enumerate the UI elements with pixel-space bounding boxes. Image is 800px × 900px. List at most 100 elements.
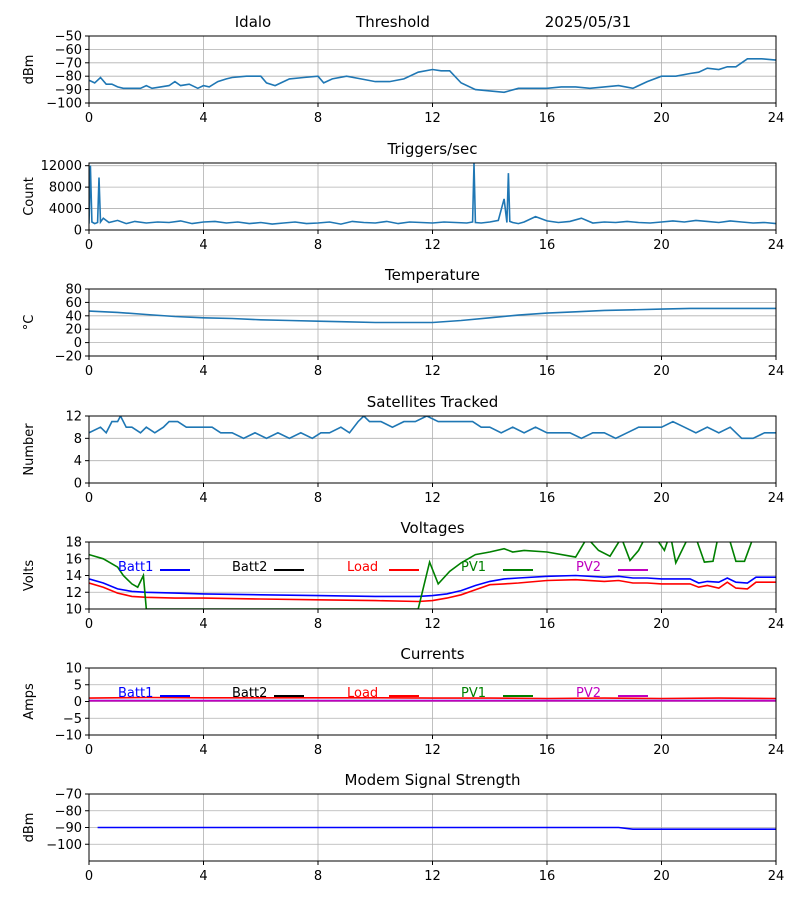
chart-title: Triggers/sec [387,140,478,158]
x-tick-label: 12 [424,491,441,506]
y-tick-label: −70 [55,56,82,71]
x-tick-label: 0 [85,743,93,758]
y-axis-label: Amps [22,683,37,720]
legend-label-pv1: PV1 [461,560,486,575]
x-tick-label: 0 [85,364,93,379]
chart-satellites: 0 4 8 12 16 20 24 0 4 8 12 Satellites Tracked Number [22,393,784,506]
y-tick-label: 5 [74,678,82,693]
y-axis-label: dBm [22,55,37,85]
x-tick-label: 16 [539,238,556,253]
x-tick-label: 20 [653,238,670,253]
y-tick-label: 8 [74,432,82,447]
legend-label-pv2: PV2 [576,686,601,701]
series-line-pv1 [89,542,753,609]
x-tick-label: 16 [539,364,556,379]
chart-title: Modem Signal Strength [345,771,521,789]
y-axis-label: Count [22,177,37,216]
legend-label-batt1: Batt1 [118,686,153,701]
x-tick-label: 0 [85,869,93,884]
y-axis-label: Volts [22,560,37,592]
y-tick-label: −50 [55,30,82,45]
x-tick-label: 20 [653,869,670,884]
y-axis-label: dBm [22,813,37,843]
legend-label-load: Load [347,686,378,701]
chart-threshold: 0 4 8 12 16 20 24 −100−90−80−70−60−50 dBm [22,30,784,127]
x-tick-label: 12 [424,869,441,884]
x-tick-label: 12 [424,238,441,253]
y-tick-label: −90 [55,821,82,836]
x-tick-label: 12 [424,743,441,758]
y-tick-label: −10 [55,729,82,744]
y-tick-label: 60 [65,296,82,311]
y-tick-label: −20 [55,350,82,365]
chart-title: Voltages [400,519,464,537]
x-tick-label: 20 [653,617,670,632]
y-tick-label: 80 [65,283,82,298]
series-line-temperature [89,307,776,324]
x-tick-label: 0 [85,491,93,506]
x-tick-label: 12 [424,364,441,379]
x-tick-label: 4 [199,491,207,506]
y-tick-label: 12 [65,410,82,425]
x-tick-label: 16 [539,743,556,758]
x-tick-label: 20 [653,743,670,758]
series-line-batt1 [89,574,776,598]
series-line-modem [97,826,776,831]
y-tick-label: 4 [74,454,82,469]
y-tick-label: 0 [74,695,82,710]
chart-title: Currents [400,645,464,663]
x-tick-label: 24 [768,238,785,253]
y-tick-label: 10 [65,662,82,677]
x-tick-label: 20 [653,111,670,126]
y-tick-label: −80 [55,804,82,819]
y-tick-label: 16 [65,552,82,567]
x-tick-label: 8 [314,491,322,506]
x-tick-label: 24 [768,364,785,379]
chart-title: Temperature [384,266,480,284]
y-tick-label: −70 [55,788,82,803]
x-tick-label: 8 [314,617,322,632]
series-line-load [89,696,776,700]
x-tick-label: 8 [314,743,322,758]
x-tick-label: 0 [85,111,93,126]
x-tick-label: 24 [768,869,785,884]
header-threshold: Threshold [355,13,430,31]
y-tick-label: −90 [55,83,82,98]
legend-label-batt2: Batt2 [232,560,267,575]
y-tick-label: 40 [65,309,82,324]
legend-label-pv2: PV2 [576,560,601,575]
legend-label-batt1: Batt1 [118,560,153,575]
y-tick-label: 0 [74,336,82,351]
y-tick-label: −5 [63,712,82,727]
x-tick-label: 20 [653,364,670,379]
x-tick-label: 4 [199,743,207,758]
y-tick-label: 12 [65,586,82,601]
y-tick-label: −100 [46,97,82,112]
y-tick-label: 0 [74,477,82,492]
x-tick-label: 0 [85,617,93,632]
header-station: Idalo [235,13,271,31]
chart-currents: 0 4 8 12 16 20 24 −10 −5 0 510 Currents Amps Batt1 Bat… [22,645,784,758]
x-tick-label: 24 [768,743,785,758]
x-tick-label: 8 [314,238,322,253]
x-tick-label: 16 [539,617,556,632]
x-tick-label: 4 [199,617,207,632]
y-axis-label: °C [22,315,37,331]
x-tick-label: 4 [199,238,207,253]
chart-triggers: 0 4 8 12 16 20 24 0 4000 8000 12000 Triggers/sec Cou… [22,140,784,253]
y-tick-label: 4000 [49,202,82,217]
x-tick-label: 12 [424,111,441,126]
x-tick-label: 16 [539,869,556,884]
header-date: 2025/05/31 [545,13,631,31]
x-tick-label: 16 [539,491,556,506]
series-line-load [89,578,776,603]
x-tick-label: 24 [768,111,785,126]
legend-label-batt2: Batt2 [232,686,267,701]
x-tick-label: 4 [199,111,207,126]
x-tick-label: 8 [314,869,322,884]
series-line-threshold [89,57,776,94]
x-tick-label: 8 [314,364,322,379]
legend-label-load: Load [347,560,378,575]
x-tick-label: 16 [539,111,556,126]
